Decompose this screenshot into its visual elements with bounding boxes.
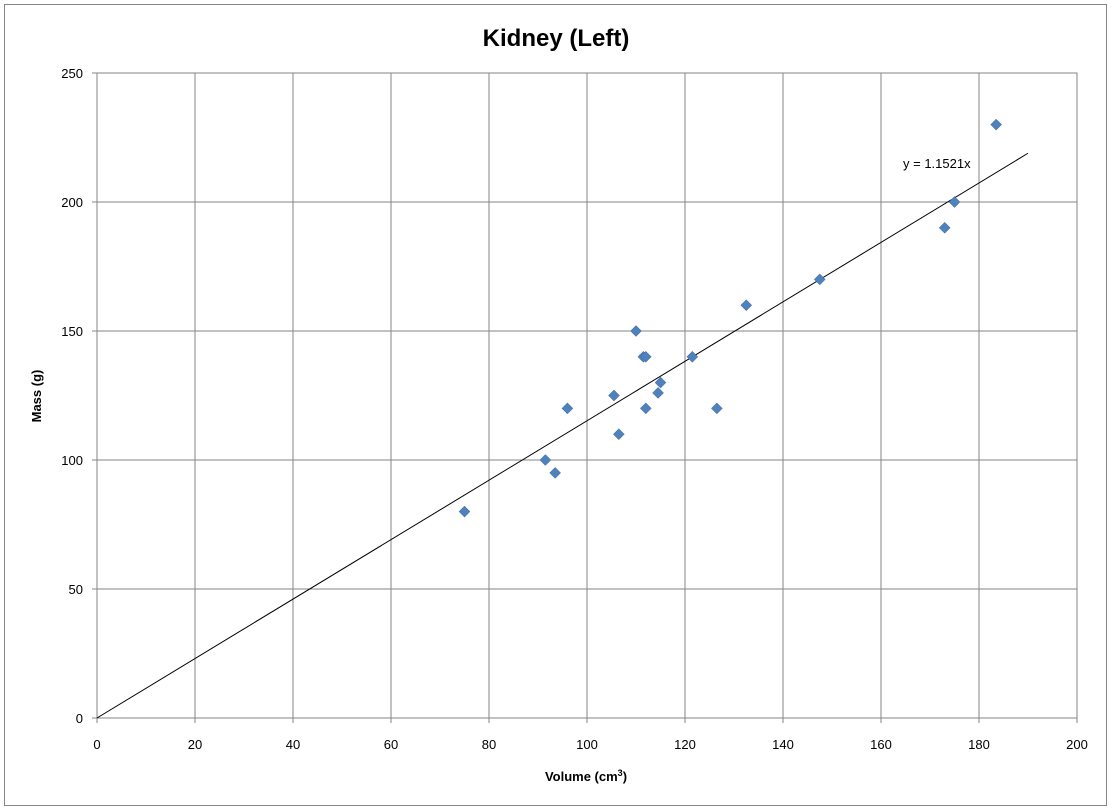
x-tick-label: 20 — [188, 737, 202, 752]
data-point — [686, 350, 699, 363]
x-tick-label: 0 — [93, 737, 100, 752]
data-point — [654, 376, 667, 389]
data-points — [458, 118, 1003, 518]
y-tick-label: 0 — [76, 711, 83, 726]
x-tick-label: 40 — [286, 737, 300, 752]
x-axis-title: Volume (cm3) — [545, 768, 627, 784]
data-point — [458, 505, 471, 518]
y-tick-label: 50 — [69, 582, 83, 597]
x-tick-label: 60 — [384, 737, 398, 752]
x-tick-label: 80 — [482, 737, 496, 752]
data-point — [539, 454, 552, 466]
y-tick-label: 150 — [61, 324, 83, 339]
data-point — [710, 402, 723, 415]
axes — [92, 72, 1078, 723]
y-tick-label: 100 — [61, 453, 83, 468]
x-axis-title-superscript: 3 — [618, 768, 623, 778]
data-point — [608, 389, 620, 402]
x-tick-label: 180 — [968, 737, 990, 752]
x-axis-title-text: Volume (cm — [545, 769, 618, 784]
y-axis-tick-labels: 0 50 100 150 200 250 — [61, 66, 83, 726]
trendline — [96, 152, 1029, 719]
data-point — [990, 118, 1003, 131]
x-axis-tick-labels: 0 20 40 60 80 100 120 140 160 180 200 — [93, 737, 1087, 752]
x-tick-label: 140 — [772, 737, 794, 752]
data-point — [630, 325, 642, 337]
x-axis-title-close: ) — [623, 769, 627, 784]
data-point — [740, 299, 753, 312]
x-tick-label: 100 — [576, 737, 598, 752]
x-tick-label: 160 — [870, 737, 892, 752]
y-tick-label: 250 — [61, 66, 83, 81]
trendline-equation: y = 1.1521x — [903, 156, 971, 171]
gridlines — [97, 72, 1078, 718]
data-point — [612, 428, 625, 441]
x-tick-label: 120 — [674, 737, 696, 752]
data-point — [549, 467, 562, 479]
y-tick-label: 200 — [61, 195, 83, 210]
data-point — [561, 402, 574, 415]
data-point — [639, 350, 652, 363]
x-tick-label: 200 — [1066, 737, 1088, 752]
data-point — [652, 387, 664, 399]
data-point — [938, 221, 951, 234]
data-point — [639, 402, 652, 415]
y-axis-title: Mass (g) — [29, 370, 44, 423]
data-point — [813, 273, 826, 286]
data-point — [948, 196, 961, 208]
chart-title: Kidney (Left) — [483, 25, 630, 52]
chart-frame — [4, 4, 1107, 806]
